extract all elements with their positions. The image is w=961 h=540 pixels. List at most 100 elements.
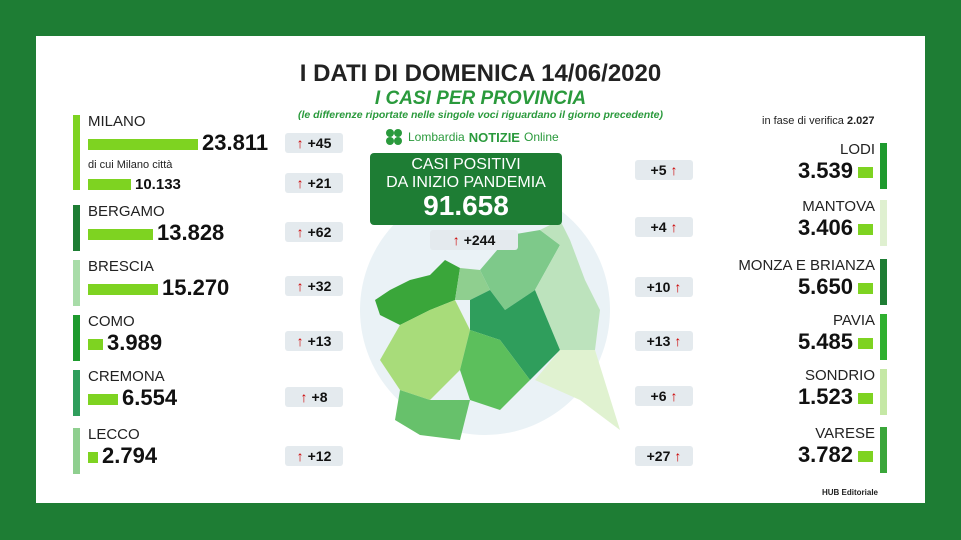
- logo-text: Lombardia: [408, 130, 465, 144]
- province-total: 3.406: [797, 215, 853, 240]
- city-total: 10.133: [135, 176, 181, 193]
- total-delta: ↑ +244: [430, 230, 518, 250]
- delta-value: +62: [307, 224, 332, 240]
- province-name: LECCO: [88, 426, 140, 443]
- bar: [858, 393, 873, 404]
- province-total: 3.989: [107, 330, 163, 355]
- map: [360, 185, 620, 440]
- delta-value: +6: [650, 388, 667, 404]
- arrow: ↑: [674, 333, 682, 349]
- arrow: ↑: [670, 219, 678, 235]
- province-total: 6.554: [122, 385, 178, 410]
- arrow: ↑: [296, 224, 304, 240]
- province-bar: [73, 205, 80, 251]
- province-name: MONZA E BRIANZA: [738, 257, 875, 274]
- total-box: CASI POSITIVI DA INIZIO PANDEMIA 91.658: [370, 153, 562, 225]
- province-name: CREMONA: [88, 368, 165, 385]
- bar: [88, 179, 131, 190]
- delta-value: +5: [650, 162, 667, 178]
- city-label: di cui Milano città: [88, 159, 173, 171]
- bar: [88, 284, 158, 295]
- delta-value: +45: [307, 135, 332, 151]
- delta-box: ↑ +12: [285, 446, 343, 466]
- arrow: ↑: [296, 278, 304, 294]
- province-bar: [880, 427, 887, 473]
- delta-box: ↑ +8: [285, 387, 343, 407]
- province-bar: [880, 314, 887, 360]
- bar: [88, 452, 98, 463]
- title: I DATI DI DOMENICA 14/06/2020: [299, 60, 662, 87]
- province-bar: [880, 369, 887, 415]
- province-total: 5.485: [797, 329, 853, 354]
- arrow: ↑: [296, 448, 304, 464]
- province-bar: [73, 315, 80, 361]
- province-bar: [73, 115, 80, 190]
- arrow: ↑: [670, 162, 678, 178]
- bar: [858, 451, 873, 462]
- delta-value: +21: [307, 175, 332, 191]
- logo-icon: [386, 129, 402, 145]
- province-name: BRESCIA: [88, 258, 154, 275]
- arrow: ↑: [296, 135, 304, 151]
- province-name: SONDRIO: [804, 367, 875, 384]
- province-total: 1.523: [797, 384, 853, 409]
- arrow: ↑: [296, 175, 304, 191]
- delta-box: ↑ +13: [285, 331, 343, 351]
- total-label: DA INIZIO PANDEMIA: [386, 174, 546, 191]
- province-name: PAVIA: [833, 312, 875, 329]
- delta-value: +12: [307, 448, 332, 464]
- delta-box: ↑ +45: [285, 133, 343, 153]
- logo: Lombardia NOTIZIE Online: [384, 127, 559, 147]
- verification-value: 2.027: [847, 115, 875, 127]
- province-bar: [880, 143, 887, 189]
- verification-label: in fase di verifica: [762, 115, 844, 127]
- bar: [88, 394, 118, 405]
- province-bar: [73, 428, 80, 474]
- bar: [88, 229, 153, 240]
- footer: HUB Editoriale: [822, 488, 879, 497]
- province-name: LODI: [839, 141, 875, 158]
- delta-box: +6 ↑: [635, 386, 693, 406]
- delta-box: ↑ +62: [285, 222, 343, 242]
- province-total: 3.782: [797, 442, 853, 467]
- arrow: ↑: [674, 448, 682, 464]
- bar: [858, 167, 873, 178]
- arrow: ↑: [296, 333, 304, 349]
- delta-box: ↑ +21: [285, 173, 343, 193]
- delta-value: +8: [311, 389, 328, 405]
- delta-value: +13: [646, 333, 671, 349]
- delta-value: +27: [646, 448, 671, 464]
- bar: [88, 139, 198, 150]
- delta-box: +13 ↑: [635, 331, 693, 351]
- bar: [858, 224, 873, 235]
- province-bar: [73, 260, 80, 306]
- delta-box: +5 ↑: [635, 160, 693, 180]
- province-name: MILANO: [88, 113, 146, 130]
- delta-value: +32: [307, 278, 332, 294]
- province-name: VARESE: [815, 425, 875, 442]
- logo-text: Online: [523, 130, 559, 144]
- arrow: ↑: [674, 279, 682, 295]
- province-bar: [73, 370, 80, 416]
- province-total: 2.794: [102, 443, 158, 468]
- delta-box: +4 ↑: [635, 217, 693, 237]
- delta-value: +10: [646, 279, 671, 295]
- province-name: MANTOVA: [802, 198, 875, 215]
- province-total: 23.811: [202, 130, 269, 155]
- province-name: COMO: [88, 313, 135, 330]
- delta-value: +4: [650, 219, 667, 235]
- verification: in fase di verifica 2.027: [762, 115, 875, 127]
- total-value: 91.658: [423, 190, 509, 221]
- bar: [88, 339, 103, 350]
- province-name: BERGAMO: [88, 203, 165, 220]
- subtitle: I CASI PER PROVINCIA: [374, 88, 587, 109]
- delta-box: +10 ↑: [635, 277, 693, 297]
- province-bar: [880, 200, 887, 246]
- arrow: ↑: [300, 389, 308, 405]
- province-bar: [880, 259, 887, 305]
- bar: [858, 338, 873, 349]
- arrow: ↑: [452, 232, 460, 248]
- logo-text: NOTIZIE: [468, 129, 520, 145]
- note: (le differenze riportate nelle singole v…: [297, 109, 664, 121]
